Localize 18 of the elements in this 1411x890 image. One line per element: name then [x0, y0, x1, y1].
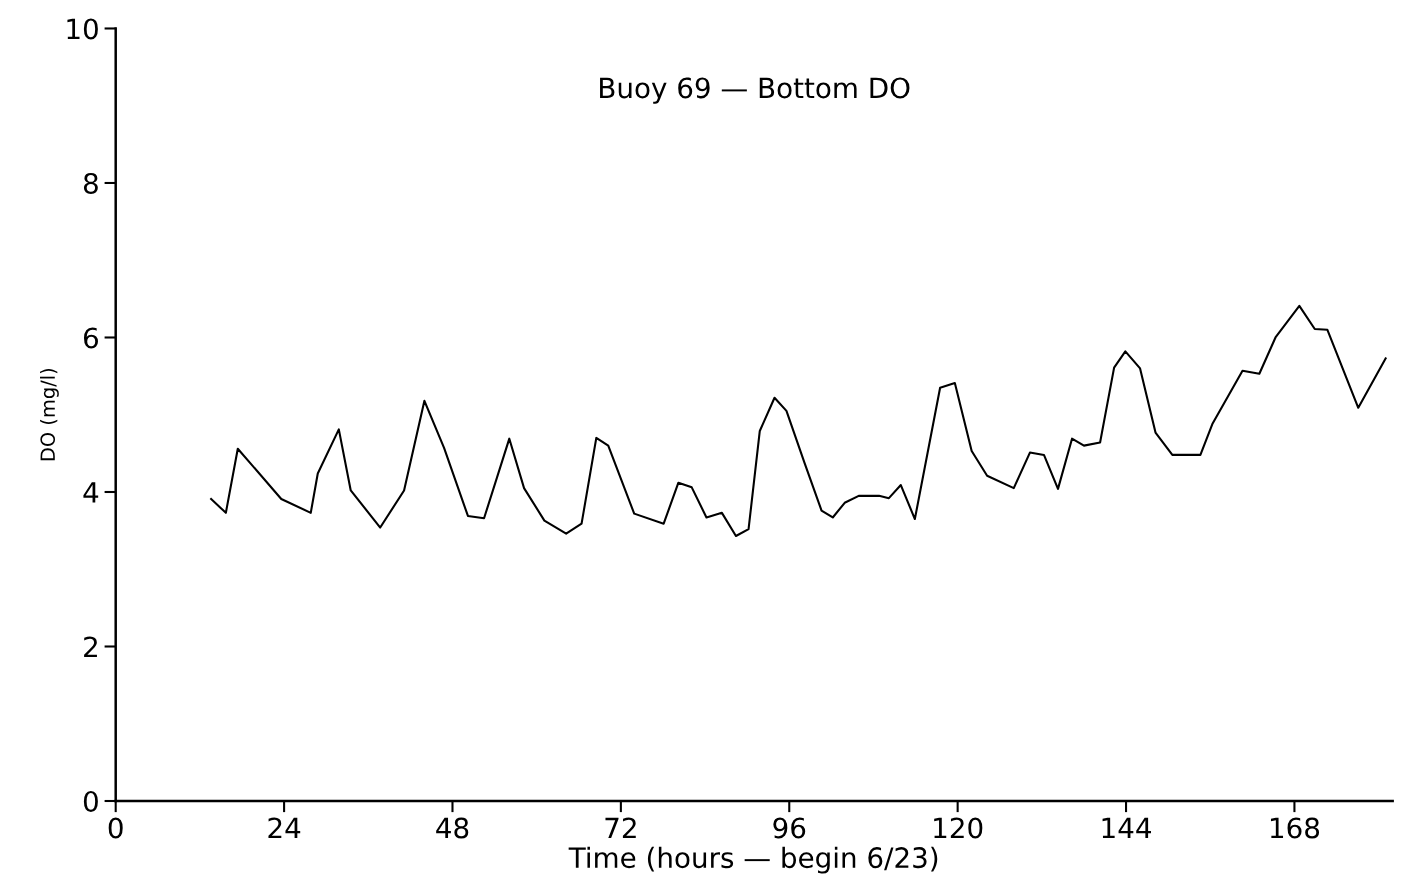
- text: Buoy 69 — Bottom DO: [600, 77, 910, 104]
- y-tick-label: 6: [84, 327, 98, 349]
- x-tick-label: 24: [268, 817, 301, 839]
- x-tick-label: 120: [934, 817, 983, 839]
- x-tick-label: 48: [436, 817, 469, 839]
- y-tick-label: 8: [83, 172, 98, 194]
- x-tick-label: 72: [605, 817, 636, 839]
- y-tick-label: 4: [83, 482, 99, 503]
- x-tick-label: 144: [1102, 817, 1151, 839]
- x-tick-label: 168: [1270, 817, 1320, 839]
- y-axis-title: DO (mg/l): [40, 368, 59, 461]
- y-tick-label: 10: [67, 18, 98, 40]
- y-tick-label: 0: [83, 790, 98, 812]
- x-axis-title: Time (hours — begin 6/23): [568, 846, 938, 874]
- x-tick-label: 0: [108, 817, 123, 839]
- x-tick-label: 96: [773, 817, 806, 839]
- line-series: [210, 304, 1387, 538]
- y-tick-label: 2: [84, 636, 97, 658]
